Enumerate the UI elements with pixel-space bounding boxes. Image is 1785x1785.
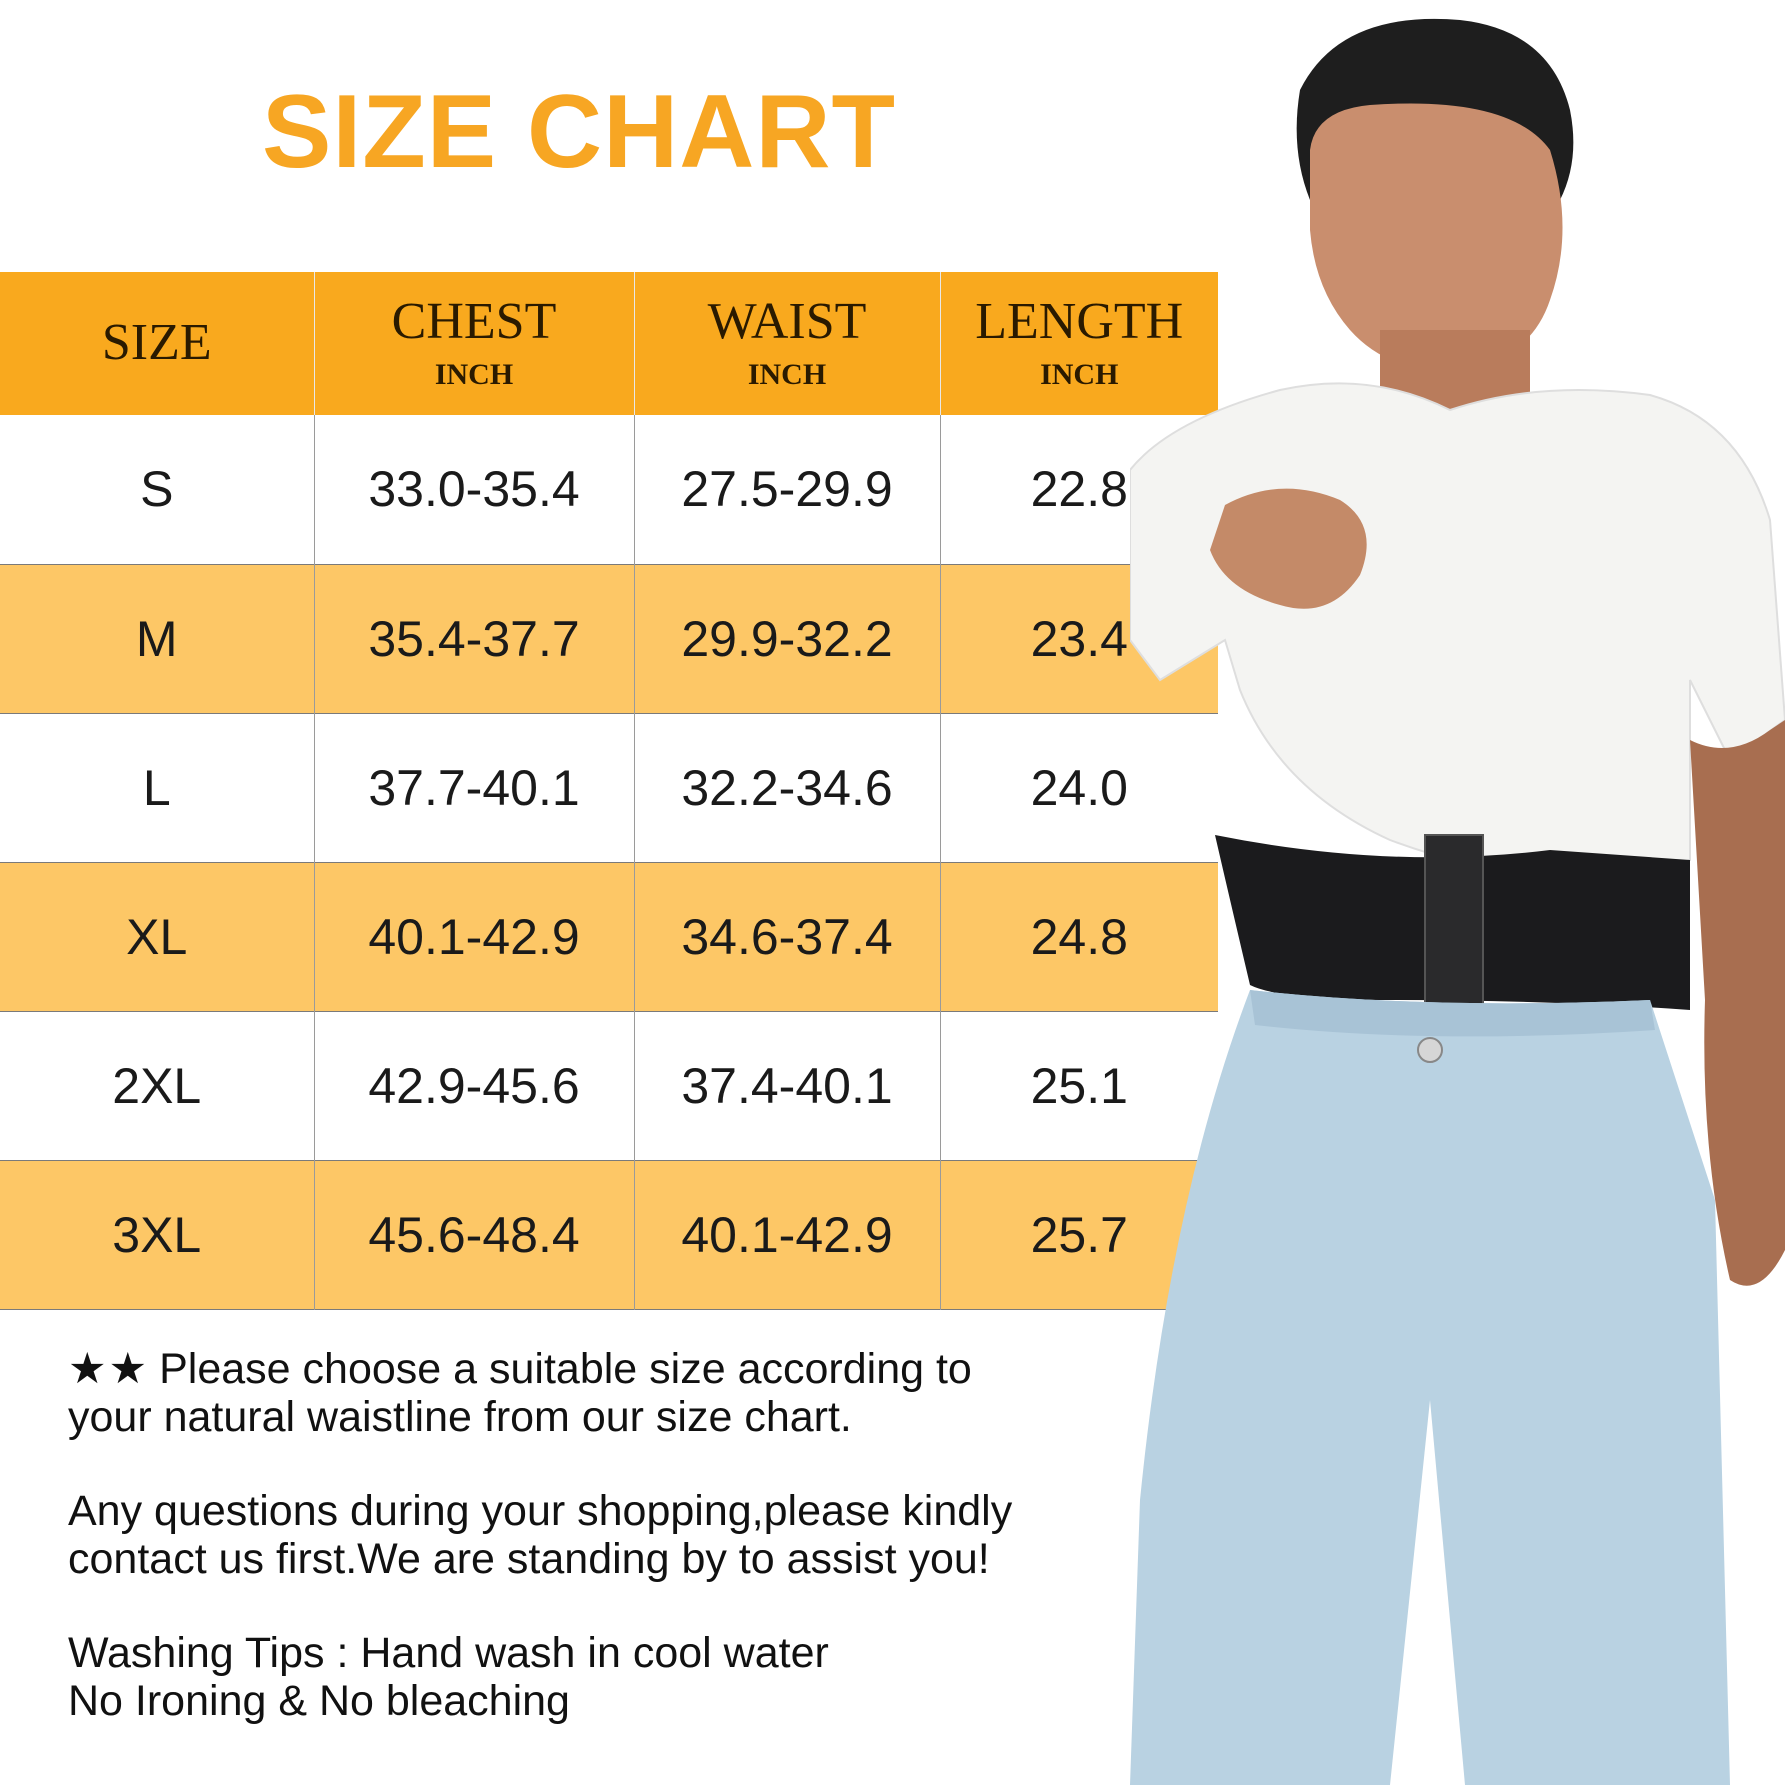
size-chart-table: SIZE CHEST INCH WAIST INCH LENGTH INCH S… — [0, 272, 1218, 1310]
header-label: CHEST — [391, 293, 557, 351]
header-label: WAIST — [707, 293, 867, 351]
header-unit: INCH — [434, 357, 514, 391]
table-header-row: SIZE CHEST INCH WAIST INCH LENGTH INCH — [0, 272, 1218, 415]
header-unit: INCH — [1040, 357, 1119, 391]
size-advice-note: ★★ Please choose a suitable size accordin… — [68, 1345, 1148, 1441]
cell-chest: 37.7-40.1 — [314, 713, 635, 862]
model-photo — [1130, 18, 1785, 1785]
cell-chest: 35.4-37.7 — [314, 564, 635, 713]
cell-waist: 32.2-34.6 — [634, 713, 941, 862]
cell-length: 25.7 — [1030, 1206, 1128, 1263]
note-line: Washing Tips : Hand wash in cool water — [68, 1629, 829, 1677]
cell-waist: 34.6-37.4 — [634, 862, 941, 1011]
cell-size: M — [0, 564, 315, 713]
note-line: contact us first.We are standing by to a… — [68, 1535, 990, 1583]
table-row: M 35.4-37.7 29.9-32.2 23.4 — [0, 564, 1218, 713]
cell-length: 25.1 — [1030, 1057, 1128, 1114]
cell-size: 2XL — [0, 1011, 315, 1160]
cell-waist: 27.5-29.9 — [634, 415, 941, 564]
header-unit: INCH — [747, 357, 827, 391]
page-title: SIZE CHART — [262, 74, 896, 190]
cell-size: L — [0, 713, 315, 862]
star-icon: ★★ — [68, 1345, 150, 1393]
table-row: S 33.0-35.4 27.5-29.9 22.8 — [0, 415, 1218, 564]
cell-size: S — [0, 415, 315, 564]
cell-size: 3XL — [0, 1160, 315, 1309]
note-line: No Ironing & No bleaching — [68, 1677, 570, 1725]
table-row: 3XL 45.6-48.4 40.1-42.9 25.7 — [0, 1160, 1218, 1309]
washing-tips-note: Washing Tips : Hand wash in cool water N… — [68, 1629, 1148, 1725]
cell-chest: 45.6-48.4 — [314, 1160, 635, 1309]
note-line: Any questions during your shopping,pleas… — [68, 1487, 1013, 1535]
cell-chest: 42.9-45.6 — [314, 1011, 635, 1160]
notes-section: ★★ Please choose a suitable size accordin… — [68, 1345, 1148, 1771]
model-tshirt — [1130, 382, 1785, 877]
cell-size: XL — [0, 862, 315, 1011]
model-right-arm — [1690, 720, 1785, 1286]
waist-trainer-hooks — [1424, 834, 1484, 1006]
cell-chest: 40.1-42.9 — [314, 862, 635, 1011]
cell-waist: 29.9-32.2 — [634, 564, 941, 713]
header-label: SIZE — [101, 314, 212, 372]
cell-length: 24.8 — [1030, 908, 1128, 965]
cell-waist: 37.4-40.1 — [634, 1011, 941, 1160]
cell-length: 24.0 — [1030, 759, 1128, 816]
header-size: SIZE — [0, 272, 315, 415]
jeans-waistband — [1250, 990, 1655, 1037]
table-row: 2XL 42.9-45.6 37.4-40.1 25.1 — [0, 1011, 1218, 1160]
jeans-button — [1417, 1037, 1443, 1063]
model-jeans — [1130, 990, 1730, 1785]
model-face — [1310, 103, 1563, 371]
table-row: XL 40.1-42.9 34.6-37.4 24.8 — [0, 862, 1218, 1011]
note-line: Please choose a suitable size according … — [159, 1345, 972, 1393]
header-length: LENGTH INCH — [940, 272, 1218, 415]
header-label: LENGTH — [975, 293, 1184, 351]
cell-length: 22.8 — [1030, 461, 1128, 518]
model-hand — [1210, 488, 1367, 609]
cell-chest: 33.0-35.4 — [314, 415, 635, 564]
header-chest: CHEST INCH — [314, 272, 635, 415]
cell-waist: 40.1-42.9 — [634, 1160, 941, 1309]
cell-length: 23.4 — [1030, 610, 1128, 667]
note-line: your natural waistline from our size cha… — [68, 1393, 852, 1441]
contact-note: Any questions during your shopping,pleas… — [68, 1487, 1148, 1583]
table-row: L 37.7-40.1 32.2-34.6 24.0 — [0, 713, 1218, 862]
header-waist: WAIST INCH — [634, 272, 941, 415]
